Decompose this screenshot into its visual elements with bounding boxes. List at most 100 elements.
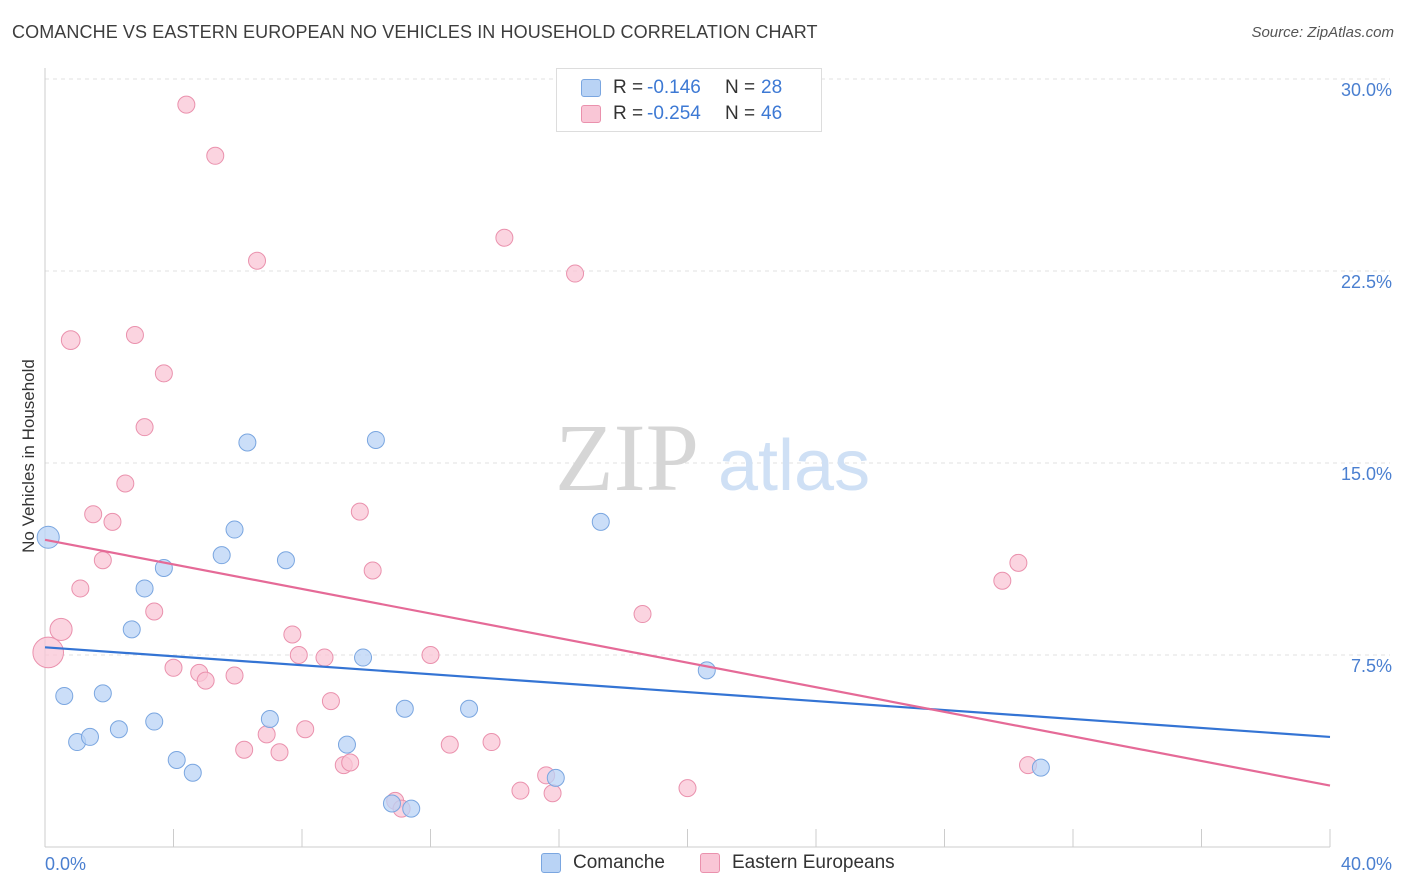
watermark: ZIP atlas [555,404,870,511]
x-tick-label: 40.0% [1341,854,1392,874]
legend-item-eastern[interactable]: Eastern Europeans [700,852,895,874]
eastern-point [84,505,103,524]
legend-n-label: N = [725,77,756,98]
eastern-point [154,364,173,383]
comanche-point [460,699,479,718]
watermark-zip: ZIP [555,404,699,511]
comanche-point [366,430,385,449]
comanche-point [122,620,141,639]
eastern-point [440,735,459,754]
legend-n-label: N = [725,103,756,124]
eastern-point [103,512,122,531]
eastern-point [363,561,382,580]
y-tick-label: 7.5% [1351,656,1392,676]
y-tick-labels: 7.5% 15.0% 22.5% 30.0% [1341,80,1392,676]
trend-lines [44,538,1331,787]
eastern-point [482,733,501,752]
eastern-point [206,146,225,165]
eastern-point [350,502,369,521]
legend-r-value: -0.254 [647,103,701,124]
eastern-point [270,743,289,762]
y-tick-label: 22.5% [1341,272,1392,292]
eastern-point [164,658,183,677]
comanche-point [135,579,154,598]
eastern-point [135,418,154,437]
eastern-point [257,725,276,744]
x-tick-label: 0.0% [45,854,86,874]
eastern-point [495,228,514,247]
eastern-point [116,474,135,493]
comanche-point [276,551,295,570]
eastern-point [1009,553,1028,572]
eastern-point [196,671,215,690]
eastern-point [296,720,315,739]
legend-label-eastern: Eastern Europeans [732,852,895,873]
eastern-point [315,648,334,667]
comanche-point [382,794,401,813]
eastern-point [49,617,73,641]
eastern-europeans-points [32,95,1038,818]
eastern-point [125,326,144,344]
legend-r-label: R = [613,77,644,98]
comanche-point [395,699,414,718]
eastern-point [283,625,302,644]
x-tick-labels: 0.0% 40.0% [45,854,1392,874]
eastern-point [566,264,585,283]
eastern-point [633,605,652,624]
y-tick-label: 30.0% [1341,80,1392,100]
comanche-point [93,684,112,703]
eastern-point [225,666,244,685]
comanche-point [337,735,356,754]
eastern-point [177,95,196,114]
series-legend: Comanche Eastern Europeans [0,852,1406,878]
eastern-point [543,784,562,803]
chart-title: COMANCHE VS EASTERN EUROPEAN NO VEHICLES… [12,22,818,42]
legend-item-comanche[interactable]: Comanche [541,852,665,874]
comanche-point [109,720,128,739]
source-label: Source: ZipAtlas.com [1251,24,1394,41]
legend-r-value: -0.146 [647,77,701,98]
eastern-point [145,602,164,621]
eastern-point [321,692,340,711]
comanche-point [260,710,279,728]
eastern-point [289,646,308,664]
comanche-point [36,525,60,549]
comanche-point [167,750,186,769]
eastern-point [421,646,440,664]
eastern-point [511,781,530,800]
legend-n-value: 46 [761,103,783,124]
legend-swatch-eastern [700,853,720,873]
comanche-trend-line [44,646,1331,739]
legend-label-comanche: Comanche [573,852,665,873]
comanche-point [402,799,421,818]
correlation-legend: R = -0.146 N = 28 R = -0.254 N = 46 [556,68,822,132]
comanche-point [212,546,231,565]
gridlines [45,78,1390,656]
legend-n-value: 28 [761,77,783,98]
eastern-point [248,251,267,270]
eastern-point [678,779,697,798]
legend-row-comanche: R = -0.146 N = 28 [581,76,782,100]
comanche-point [225,520,244,539]
comanche-point [80,727,99,746]
legend-r-label: R = [613,103,644,124]
comanche-point [238,433,257,452]
comanche-points [36,430,1050,818]
comanche-point [183,763,202,782]
eastern-point [341,753,360,772]
y-axis-label: No Vehicles in Household [19,359,38,553]
legend-row-eastern: R = -0.254 N = 46 [581,102,782,126]
eastern-point [993,571,1012,590]
legend-swatch-comanche [541,853,561,873]
comanche-point [354,648,373,667]
legend-swatch-eastern [581,105,601,123]
watermark-atlas: atlas [718,426,870,506]
y-tick-label: 15.0% [1341,464,1392,484]
eastern-point [32,636,65,669]
eastern-trend-line [44,538,1331,787]
comanche-point [145,712,164,731]
comanche-point [1031,758,1050,777]
eastern-point [93,551,112,570]
eastern-point [235,740,254,759]
